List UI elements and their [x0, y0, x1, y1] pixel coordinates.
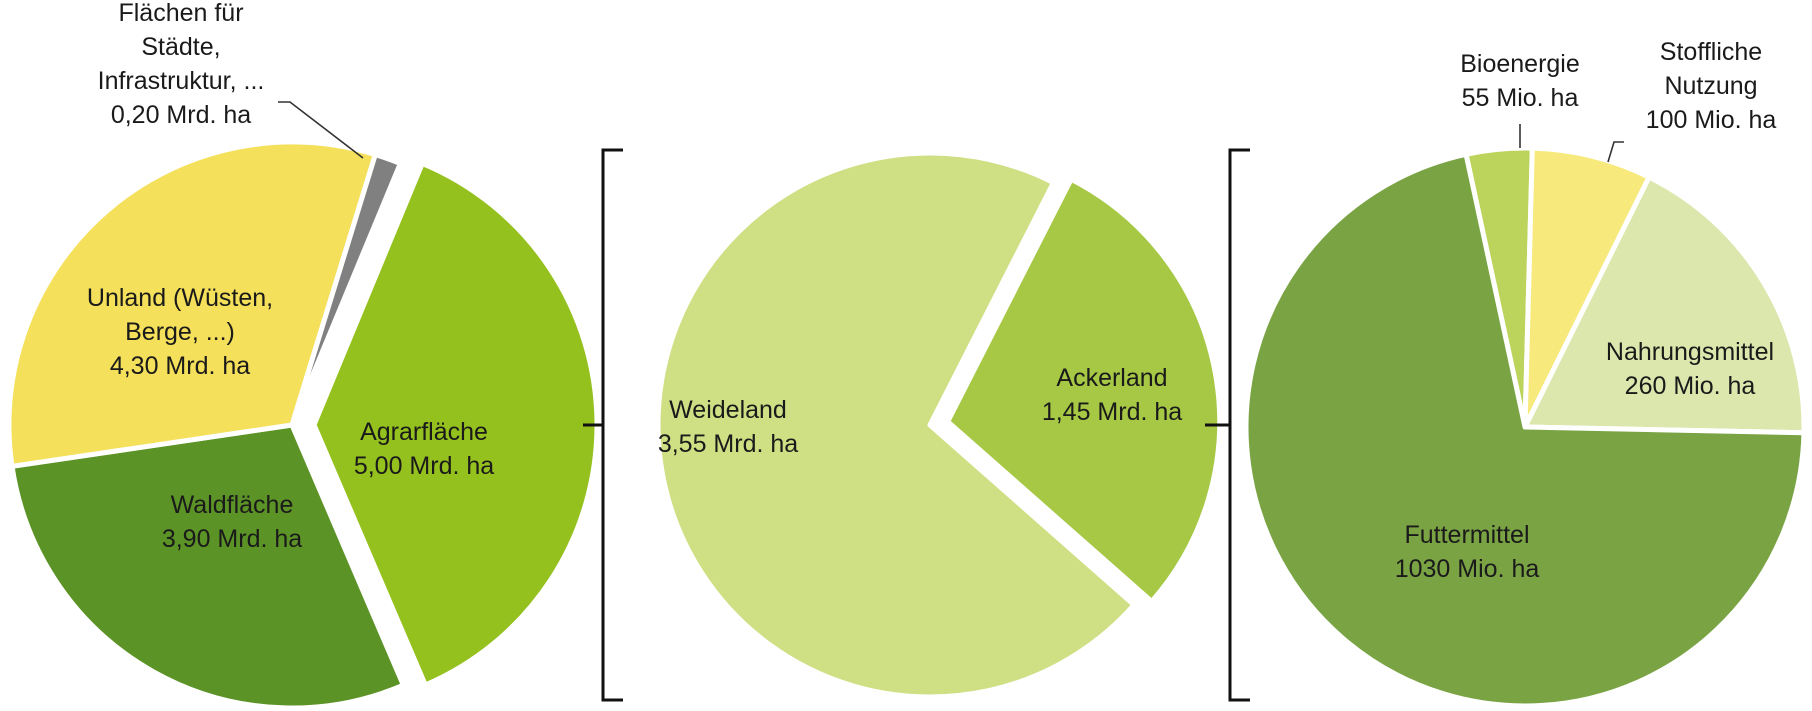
pie1-slice-wald [9, 422, 406, 711]
pie1-label-agrar-line-1: Agrarfläche [360, 418, 488, 446]
pie3-label-stoff-line-3: 100 Mio. ha [1646, 106, 1777, 134]
pie1-slice-staedte [289, 152, 403, 428]
pie3-label-bio-line-2: 55 Mio. ha [1462, 84, 1579, 112]
pie1-label-staedte-line-2: Städte, [141, 33, 220, 61]
pie2-label-weide: Weideland 3,55 Mrd. ha [658, 396, 798, 458]
pie2-label-acker-line-1: Ackerland [1056, 364, 1167, 392]
pie3-label-nahrung: Nahrungsmittel 260 Mio. ha [1606, 338, 1774, 400]
pie3-label-futter-line-2: 1030 Mio. ha [1395, 555, 1540, 583]
pie3-label-nahrung-line-1: Nahrungsmittel [1606, 338, 1774, 366]
pie2-label-weide-line-1: Weideland [669, 396, 787, 424]
leader-staedte [278, 101, 364, 159]
pie3-label-nahrung-line-2: 260 Mio. ha [1625, 372, 1756, 400]
leader-stoffliche [1607, 141, 1624, 163]
pie3-label-stoff-line-1: Stoffliche [1660, 38, 1762, 66]
pie1-label-wald-line-2: 3,90 Mrd. ha [162, 525, 302, 553]
pie3-slice-futter [1243, 151, 1807, 709]
pie1-label-staedte: Flächen für Städte, Infrastruktur, ... 0,20… [98, 0, 265, 129]
pie1-label-unland-line-2: Berge, ...) [125, 318, 235, 346]
pie3-label-futter: Futtermittel 1030 Mio. ha [1395, 521, 1540, 583]
pie1-label-agrar: Agrarfläche 5,00 Mrd. ha [354, 418, 494, 480]
pie2-label-acker: Ackerland 1,45 Mrd. ha [1042, 364, 1182, 426]
pie1-label-wald-line-1: Waldfläche [171, 491, 294, 519]
pie1-label-staedte-line-4: 0,20 Mrd. ha [111, 101, 251, 129]
bracket-1 [601, 148, 623, 702]
pie2-slice-weide [655, 150, 1137, 700]
pie2-label-weide-line-2: 3,55 Mrd. ha [658, 430, 798, 458]
pie1-label-agrar-line-2: 5,00 Mrd. ha [354, 452, 494, 480]
pie1-label-staedte-line-1: Flächen für [118, 0, 243, 27]
pie3-slice-nahrung [1522, 174, 1807, 436]
pie1-label-unland: Unland (Wüsten, Berge, ...) 4,30 Mrd. ha [87, 284, 273, 380]
pie3-label-bio: Bioenergie 55 Mio. ha [1460, 50, 1580, 112]
pie3-label-stoff-line-2: Nutzung [1664, 72, 1757, 100]
pie1-label-staedte-line-3: Infrastruktur, ... [98, 67, 265, 95]
pie3-label-futter-line-1: Futtermittel [1404, 521, 1529, 549]
pie1-slice-agrar [311, 160, 600, 688]
pie2-slice-acker [945, 176, 1223, 605]
pie1-label-wald: Waldfläche 3,90 Mrd. ha [162, 491, 302, 553]
pie2-label-acker-line-2: 1,45 Mrd. ha [1042, 398, 1182, 426]
pie1-label-unland-line-1: Unland (Wüsten, [87, 284, 273, 312]
pie3-label-stoff: Stoffliche Nutzung 100 Mio. ha [1646, 38, 1777, 134]
pie1-slice-unland [6, 139, 378, 469]
pie3-label-bio-line-1: Bioenergie [1460, 50, 1580, 78]
pie1-label-unland-line-3: 4,30 Mrd. ha [110, 352, 250, 380]
